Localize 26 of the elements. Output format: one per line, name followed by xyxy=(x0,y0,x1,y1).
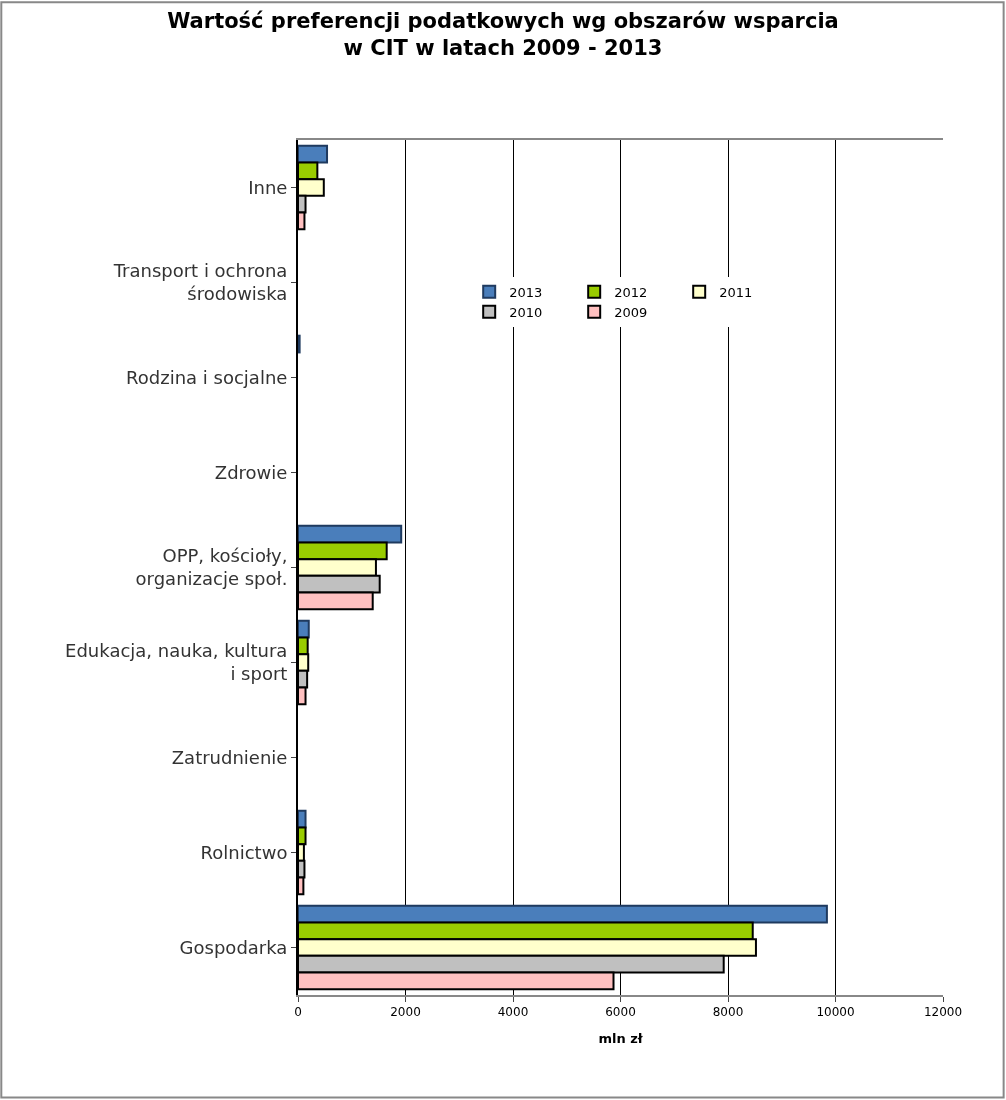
bar xyxy=(298,619,310,639)
legend-label: 2013 xyxy=(509,284,543,300)
y-tick-label: Transport i ochrona środowiska xyxy=(112,260,288,305)
x-tick-label: 10000 xyxy=(816,1005,855,1020)
x-axis-title: mln zł xyxy=(598,1030,644,1046)
y-tick-label: Zdrowie xyxy=(214,461,288,483)
x-tick-label: 4000 xyxy=(497,1005,529,1020)
y-tick-label: OPP, kościoły, organizacje społ. xyxy=(135,545,288,590)
y-tick-label: Rolnictwo xyxy=(200,841,288,863)
y-tick-label: Inne xyxy=(248,176,288,198)
x-tick-label: 0 xyxy=(294,1005,302,1020)
bar xyxy=(298,144,329,164)
y-tick-label: Edukacja, nauka, kultura i sport xyxy=(65,640,288,685)
legend-label: 2011 xyxy=(719,284,753,300)
x-tick-label: 6000 xyxy=(605,1005,636,1020)
x-tick-label: 12000 xyxy=(923,1005,963,1020)
y-tick-label: Zatrudnienie xyxy=(171,746,288,768)
y-tick-label: Rodzina i socjalne xyxy=(126,366,288,388)
x-tick-label: 8000 xyxy=(712,1005,744,1020)
y-tick-label: Gospodarka xyxy=(179,936,288,958)
legend-label: 2012 xyxy=(614,284,648,300)
legend-label: 2010 xyxy=(509,304,543,320)
legend-label: 2009 xyxy=(614,304,648,320)
bar xyxy=(298,809,307,829)
x-tick-label: 2000 xyxy=(390,1005,421,1020)
chart-title: Wartość preferencji podatkowych wg obszarów wsparcia w CIT w latach 2009 - 2013 xyxy=(167,8,839,60)
